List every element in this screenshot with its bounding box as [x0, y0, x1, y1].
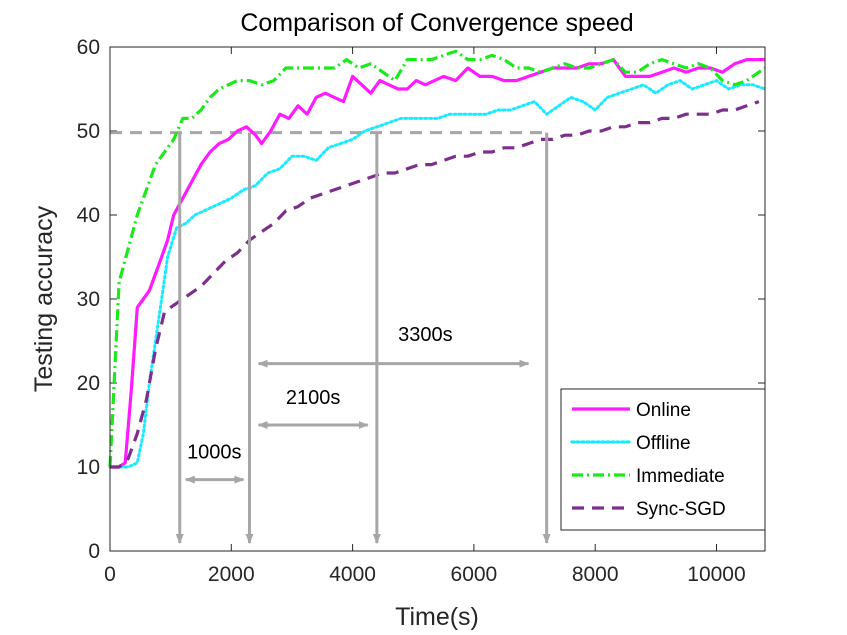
x-tick-label: 2000 — [208, 563, 255, 586]
legend-label-immediate: Immediate — [636, 466, 725, 487]
y-axis-label: Testing accuracy — [30, 205, 58, 392]
annotations: 1000s 2100s 3300s — [175, 132, 551, 544]
x-tick-label: 6000 — [451, 563, 498, 586]
annotation-label: 2100s — [286, 387, 341, 409]
x-tick-label: 0 — [104, 563, 116, 586]
y-tick-label: 0 — [88, 540, 100, 563]
annotation-label: 1000s — [187, 442, 242, 464]
series-line-sync-sgd — [110, 100, 760, 469]
y-tick-label: 30 — [77, 288, 100, 311]
series-lines — [108, 49, 767, 469]
y-tick-label: 20 — [77, 372, 100, 395]
series-line-offline — [108, 79, 767, 469]
legend: Online Offline Immediate Sync-SGD — [560, 388, 766, 531]
legend-label-sync-sgd: Sync-SGD — [636, 499, 726, 520]
y-tick-label: 50 — [77, 120, 100, 143]
y-tick-label: 40 — [77, 204, 100, 227]
x-tick-label: 4000 — [329, 563, 376, 586]
plot-frame — [109, 46, 766, 552]
chart-title: Comparison of Convergence speed — [240, 9, 633, 37]
x-tick-label: 8000 — [572, 563, 619, 586]
y-tick-label: 10 — [77, 456, 100, 479]
y-tick-label: 60 — [77, 36, 100, 59]
x-axis-label: Time(s) — [395, 603, 479, 631]
legend-label-offline: Offline — [636, 433, 691, 454]
series-line-online — [110, 57, 765, 469]
series-line-immediate — [108, 49, 766, 468]
legend-label-online: Online — [636, 400, 691, 421]
x-tick-label: 10000 — [687, 563, 745, 586]
annotation-label: 3300s — [398, 324, 453, 346]
axes: 0 2000 4000 6000 8000 10000 0 10 20 30 40 50 60 — [77, 36, 765, 586]
